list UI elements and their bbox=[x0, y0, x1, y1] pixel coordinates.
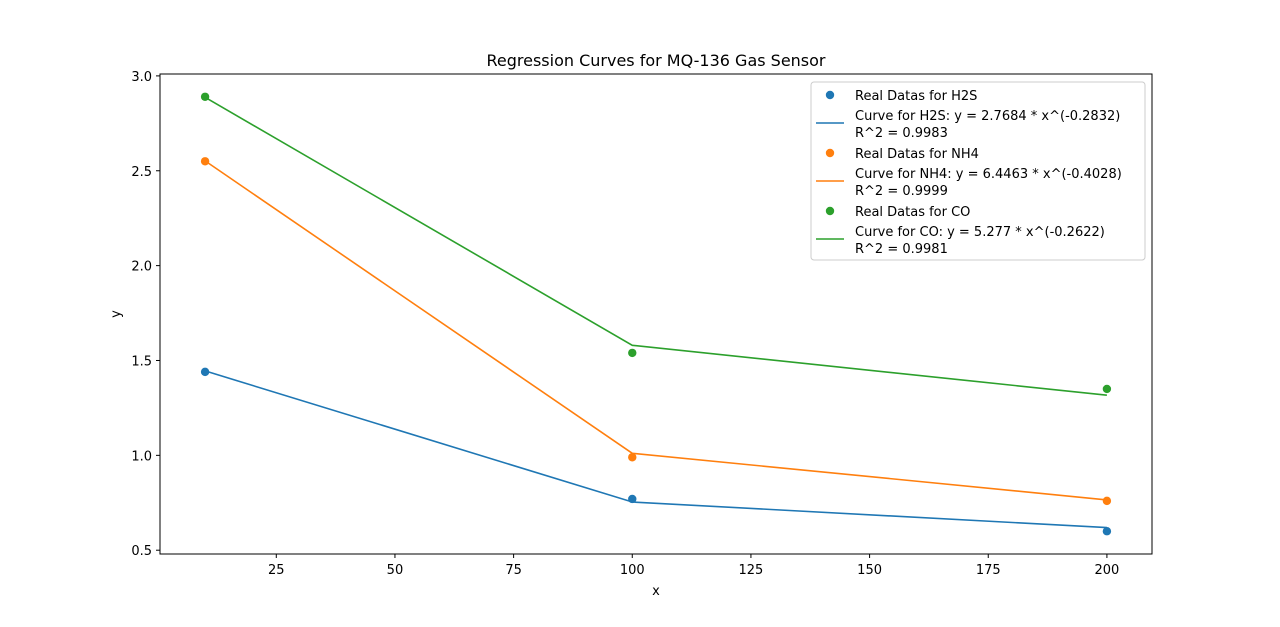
legend-marker-0 bbox=[825, 90, 835, 100]
legend-box bbox=[810, 81, 1146, 261]
legend: Real Datas for H2S Curve for H2S: y = 2.7… bbox=[810, 81, 1146, 261]
plot-marks bbox=[200, 92, 1112, 536]
legend-label-1-line2: R^2 = 0.9983 bbox=[855, 126, 948, 141]
y-tick-label: 2.5 bbox=[131, 165, 152, 180]
x-tick-label: 25 bbox=[268, 563, 285, 578]
x-axis-label: x bbox=[652, 584, 660, 599]
legend-marker-2 bbox=[825, 148, 835, 158]
y-axis-label: y bbox=[109, 310, 124, 318]
data-point-0-1 bbox=[628, 494, 637, 504]
legend-marker-4 bbox=[825, 206, 835, 216]
legend-label-2: Real Datas for NH4 bbox=[855, 147, 979, 162]
chart-title: Regression Curves for MQ-136 Gas Sensor bbox=[486, 51, 825, 70]
y-tick-label: 2.0 bbox=[131, 260, 152, 275]
data-point-2-1 bbox=[628, 453, 637, 462]
data-point-0-2 bbox=[1102, 527, 1112, 536]
x-tick-label: 150 bbox=[857, 563, 882, 578]
x-tick-label: 175 bbox=[976, 563, 1001, 578]
data-point-2-0 bbox=[200, 157, 210, 166]
x-tick-label: 200 bbox=[1094, 563, 1119, 578]
legend-label-5: Curve for CO: y = 5.277 * x^(-0.2622) bbox=[855, 225, 1105, 240]
y-tick-label: 1.0 bbox=[131, 449, 152, 464]
series-line-1 bbox=[204, 370, 1107, 529]
data-point-4-1 bbox=[628, 348, 637, 358]
plot-area-frame bbox=[159, 73, 1153, 555]
data-point-2-2 bbox=[1102, 496, 1112, 506]
legend-label-4: Real Datas for CO bbox=[855, 205, 970, 220]
y-tick-label: 3.0 bbox=[131, 70, 152, 85]
data-point-0-0 bbox=[200, 367, 210, 377]
legend-label-5-line2: R^2 = 0.9981 bbox=[855, 242, 948, 257]
y-tick-label: 0.5 bbox=[131, 544, 152, 559]
data-point-4-2 bbox=[1102, 384, 1112, 394]
x-tick-label: 125 bbox=[739, 563, 764, 578]
y-axis: 0.5 1.0 1.5 2.0 2.5 3.0 bbox=[131, 70, 160, 559]
y-tick-label: 1.5 bbox=[131, 354, 152, 369]
legend-label-3-line2: R^2 = 0.9999 bbox=[855, 184, 948, 199]
series-line-5 bbox=[204, 96, 1107, 396]
data-point-4-0 bbox=[200, 92, 210, 101]
x-tick-label: 75 bbox=[505, 563, 522, 578]
legend-label-0: Real Datas for H2S bbox=[855, 89, 977, 104]
x-tick-label: 100 bbox=[620, 563, 645, 578]
legend-label-3: Curve for NH4: y = 6.4463 * x^(-0.4028) bbox=[855, 167, 1122, 182]
x-axis: 25 50 75 100 125 150 175 200 bbox=[268, 554, 1119, 578]
x-tick-label: 50 bbox=[387, 563, 404, 578]
legend-label-1: Curve for H2S: y = 2.7684 * x^(-0.2832) bbox=[855, 109, 1120, 124]
